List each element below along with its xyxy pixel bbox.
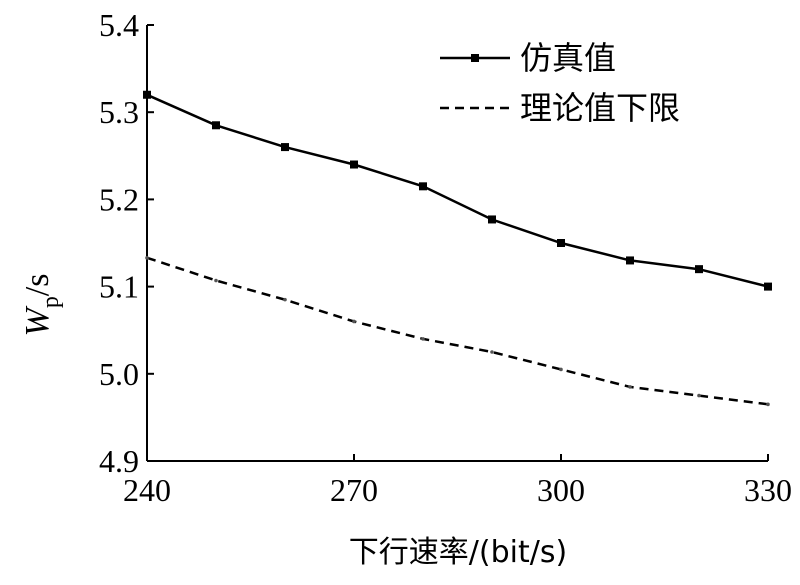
y-tick-label: 5.0 bbox=[99, 356, 139, 392]
data-point bbox=[764, 282, 772, 291]
x-axis-label: 下行速率/(bit/s) bbox=[349, 535, 567, 570]
legend-marker bbox=[471, 54, 479, 62]
data-point bbox=[283, 297, 287, 302]
x-tick-label: 270 bbox=[330, 472, 378, 508]
svg-text:Wp/s: Wp/s bbox=[19, 273, 64, 336]
y-tick-label: 4.9 bbox=[99, 443, 139, 479]
data-point bbox=[352, 319, 356, 324]
data-point bbox=[626, 256, 634, 265]
legend-entry-2: 理论值下限 bbox=[440, 89, 680, 127]
y-tick-label: 5.1 bbox=[99, 269, 139, 305]
y-axis-label-main: W bbox=[19, 306, 56, 337]
y-axis-label: Wp/s bbox=[19, 273, 64, 336]
data-point bbox=[766, 402, 770, 407]
legend-label: 理论值下限 bbox=[520, 89, 680, 127]
data-point bbox=[214, 278, 218, 283]
data-point bbox=[488, 215, 496, 224]
data-point bbox=[559, 367, 563, 372]
data-point bbox=[557, 239, 565, 247]
series-layer bbox=[143, 90, 772, 407]
y-axis-label-sub: p bbox=[38, 296, 64, 308]
x-tick-label: 330 bbox=[744, 472, 792, 508]
y-tick-label: 5.4 bbox=[99, 7, 139, 43]
legend-entry-1: 仿真值 bbox=[440, 39, 616, 77]
data-point bbox=[695, 265, 703, 274]
data-point bbox=[281, 143, 289, 152]
x-tick-label: 240 bbox=[123, 472, 171, 508]
series-2 bbox=[145, 256, 770, 407]
data-point bbox=[143, 90, 151, 99]
legend-label: 仿真值 bbox=[520, 39, 616, 77]
data-point bbox=[628, 385, 632, 389]
y-tick-label: 5.3 bbox=[99, 94, 139, 130]
data-point bbox=[419, 182, 427, 191]
y-axis-label-unit: /s bbox=[19, 273, 56, 296]
series-1 bbox=[143, 90, 772, 291]
data-point bbox=[145, 256, 149, 260]
data-point bbox=[212, 121, 220, 130]
data-point bbox=[490, 350, 494, 354]
series-line bbox=[146, 256, 769, 406]
data-point bbox=[697, 393, 701, 398]
axes: 4.9 5.0 5.1 5.2 5.3 5.4 240 270 300 330 bbox=[99, 7, 792, 508]
data-point bbox=[421, 337, 425, 341]
y-tick-label: 5.2 bbox=[99, 181, 139, 217]
data-point bbox=[350, 160, 358, 169]
series-line bbox=[146, 93, 769, 288]
x-tick-label: 300 bbox=[537, 472, 585, 508]
